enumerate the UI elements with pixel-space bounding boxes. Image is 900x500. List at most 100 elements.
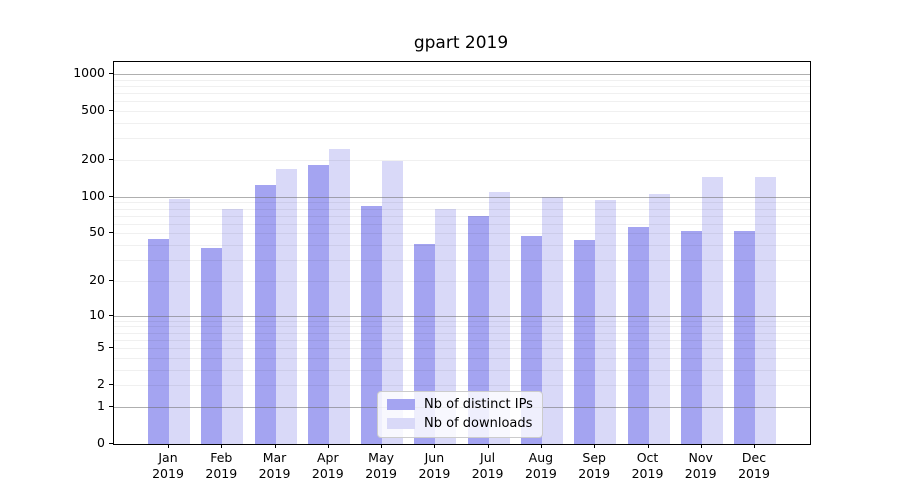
x-tick-month: Feb <box>210 450 233 465</box>
y-tick-label: 2 <box>97 376 105 392</box>
x-tick-month: Mar <box>262 450 287 465</box>
gridline-major <box>114 73 810 75</box>
x-tick-label: Jan 2019 <box>152 450 184 482</box>
y-tick-label: 0 <box>97 435 105 450</box>
x-tick-label: Dec 2019 <box>738 450 770 482</box>
y-tick-label: 200 <box>81 150 105 166</box>
x-tick-year: 2019 <box>418 466 451 481</box>
bar-downloads <box>648 194 670 444</box>
bar-downloads <box>701 177 723 444</box>
legend: Nb of distinct IPs Nb of downloads <box>377 391 543 438</box>
y-tick-mark <box>109 158 113 160</box>
gridline-minor <box>114 111 810 112</box>
y-tick-label: 50 <box>89 224 105 240</box>
y-tick-mark <box>109 314 113 316</box>
x-tick-year: 2019 <box>471 466 504 481</box>
legend-item: Nb of distinct IPs <box>387 397 533 412</box>
bar-distinct-ips <box>148 238 169 444</box>
y-tick-label: 100 <box>81 187 105 203</box>
x-tick-year: 2019 <box>738 466 770 481</box>
x-tick-year: 2019 <box>152 466 184 481</box>
x-tick-month: Apr <box>316 450 339 465</box>
bar-distinct-ips <box>467 216 489 444</box>
bar-distinct-ips <box>361 206 383 444</box>
legend-swatch-distinct-ips <box>387 399 415 410</box>
bar-downloads <box>328 149 350 444</box>
y-tick-mark <box>109 405 113 407</box>
y-tick-mark <box>109 232 113 234</box>
bar-downloads <box>541 196 563 444</box>
bar-downloads <box>435 209 457 444</box>
x-tick-mark <box>647 444 649 448</box>
x-tick-month: Jul <box>480 450 496 465</box>
y-tick-mark <box>109 443 113 444</box>
y-tick-label: 1000 <box>73 64 105 80</box>
x-tick-month: Sep <box>582 450 606 465</box>
x-tick-month: Dec <box>741 450 767 465</box>
x-tick-mark <box>381 444 383 448</box>
y-tick-mark <box>109 72 113 74</box>
bar-distinct-ips <box>201 247 223 444</box>
x-tick-mark <box>700 444 702 448</box>
gridline-minor <box>114 93 810 94</box>
y-tick-label: 5 <box>97 339 105 354</box>
legend-swatch-downloads <box>387 418 415 429</box>
x-tick-month: Nov <box>688 450 713 465</box>
x-tick-label: Jul 2019 <box>472 450 504 482</box>
x-tick-year: 2019 <box>524 466 557 481</box>
x-tick-year: 2019 <box>205 466 238 481</box>
x-tick-label: Mar 2019 <box>259 450 291 482</box>
gridline-minor <box>114 122 810 124</box>
chart-title: gpart 2019 <box>413 33 509 53</box>
x-tick-month: Oct <box>636 450 659 465</box>
y-tick-label: 10 <box>89 306 105 322</box>
x-tick-month: Jan <box>158 450 178 465</box>
x-tick-mark <box>327 444 329 448</box>
gridline-minor <box>114 159 810 161</box>
x-tick-year: 2019 <box>684 466 717 481</box>
x-tick-label: Apr 2019 <box>312 450 344 482</box>
y-tick-label: 20 <box>89 271 105 287</box>
x-tick-label: Sep 2019 <box>578 450 610 482</box>
x-tick-label: Jun 2019 <box>418 450 450 482</box>
bar-downloads <box>275 168 297 444</box>
x-tick-mark <box>754 444 755 448</box>
y-tick-mark <box>109 279 113 281</box>
bar-downloads <box>169 199 190 444</box>
bar-downloads <box>488 192 510 444</box>
x-tick-mark <box>540 444 542 448</box>
x-tick-label: Nov 2019 <box>685 450 717 482</box>
legend-label: Nb of downloads <box>424 416 533 431</box>
x-tick-label: Feb 2019 <box>205 450 237 482</box>
bar-distinct-ips <box>627 226 649 444</box>
x-tick-label: Oct 2019 <box>632 450 664 482</box>
x-tick-mark <box>594 444 596 448</box>
y-tick-mark <box>109 195 113 197</box>
x-tick-mark <box>221 444 223 448</box>
bar-distinct-ips <box>307 164 329 444</box>
gridline-minor <box>114 79 810 81</box>
x-tick-label: Aug 2019 <box>525 450 557 482</box>
x-tick-month: Aug <box>528 450 554 465</box>
x-tick-month: Jun <box>424 450 445 465</box>
y-tick-label: 1 <box>97 397 105 413</box>
bar-distinct-ips <box>680 231 702 444</box>
bar-distinct-ips <box>574 240 596 444</box>
x-tick-mark <box>487 444 489 448</box>
bar-downloads <box>755 176 776 444</box>
x-tick-year: 2019 <box>311 466 344 481</box>
x-tick-year: 2019 <box>631 466 664 481</box>
legend-label: Nb of distinct IPs <box>424 397 533 412</box>
y-tick-mark <box>109 347 113 348</box>
y-tick-mark <box>109 110 113 111</box>
gridline-minor <box>114 101 810 103</box>
x-tick-month: May <box>368 450 395 465</box>
legend-item: Nb of downloads <box>387 416 533 431</box>
plot-area <box>113 61 811 445</box>
bar-downloads <box>595 200 617 444</box>
x-tick-year: 2019 <box>258 466 291 481</box>
gridline-minor <box>114 138 810 140</box>
bar-distinct-ips <box>734 231 755 444</box>
y-tick-mark <box>109 384 113 386</box>
x-tick-year: 2019 <box>365 466 397 481</box>
